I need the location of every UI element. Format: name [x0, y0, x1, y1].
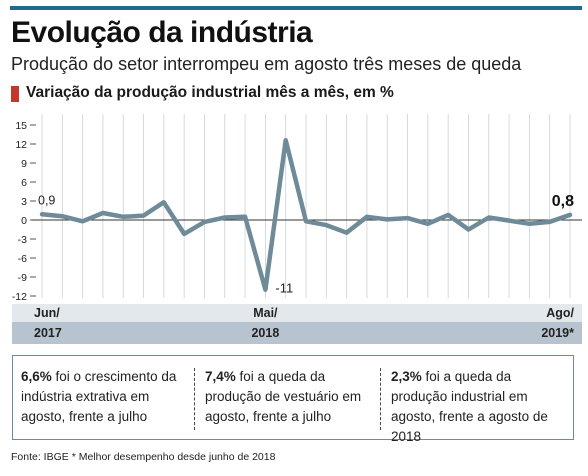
- data-point: [284, 138, 288, 142]
- fact-highlight: 6,6%: [21, 369, 52, 384]
- data-point: [568, 213, 572, 217]
- fact-highlight: 2,3%: [391, 369, 422, 384]
- fact-divider: [380, 368, 381, 430]
- y-tick-label: 9: [21, 158, 27, 170]
- y-tick-label: -9: [18, 272, 27, 284]
- data-point: [223, 215, 227, 220]
- x-tick-year-2019: 2019*: [541, 326, 574, 340]
- y-tick-label: 6: [21, 177, 27, 189]
- data-point: [40, 212, 44, 216]
- facts-box: 6,6% foi o crescimento da indústria extr…: [12, 355, 574, 444]
- data-point: [446, 213, 450, 217]
- page-title: Evolução da indústria: [11, 16, 313, 49]
- data-point: [263, 288, 267, 292]
- data-point: [527, 222, 531, 226]
- chart-title: Variação da produção industrial mês a mê…: [26, 84, 394, 101]
- data-point: [324, 223, 328, 227]
- x-tick-month-jun: Jun/: [34, 306, 60, 320]
- data-point: [182, 232, 186, 236]
- data-point: [141, 213, 146, 218]
- data-point: [405, 216, 410, 220]
- data-point: [426, 222, 430, 226]
- data-point: [507, 219, 511, 223]
- source-note: Fonte: IBGE * Melhor desempenho desde ju…: [11, 451, 276, 463]
- data-point: [121, 215, 125, 219]
- data-point: [60, 214, 64, 218]
- x-axis-month-band: Jun/ Mai/ Ago/: [12, 304, 582, 322]
- top-accent-bar: [10, 6, 582, 10]
- y-tick-label: -3: [18, 234, 27, 246]
- data-point: [162, 200, 166, 204]
- data-point: [81, 219, 85, 223]
- y-tick-label: -6: [18, 253, 27, 265]
- fact-item: 2,3% foi a queda da produção industrial …: [391, 367, 567, 447]
- data-point: [487, 215, 491, 220]
- x-tick-year-2017: 2017: [34, 326, 62, 340]
- fact-text: foi a queda da produção de vestuário em …: [205, 369, 362, 424]
- y-tick-label: 15: [15, 120, 27, 132]
- data-point: [202, 220, 207, 224]
- section-marker: [11, 86, 19, 102]
- x-tick-month-mai: Mai/: [253, 306, 278, 320]
- data-point: [345, 231, 349, 235]
- y-tick-label: -12: [12, 291, 27, 303]
- fact-item: 7,4% foi a queda da produção de vestuári…: [205, 367, 377, 427]
- fact-text: foi a queda da produção industrial em ag…: [391, 369, 548, 444]
- line-chart: 15 12 9 6 3 0 -3 -6 -9 -12 0,9 -11 0,8: [12, 114, 582, 303]
- data-point: [101, 211, 105, 215]
- y-tick-label: 0: [21, 215, 27, 227]
- fact-highlight: 7,4%: [205, 369, 236, 384]
- data-label-ago-2019: 0,8: [552, 193, 574, 210]
- x-axis-year-band: 2017 2018 2019*: [12, 322, 582, 344]
- data-point: [243, 215, 247, 219]
- data-point: [304, 219, 308, 223]
- data-point: [548, 220, 552, 224]
- fact-item: 6,6% foi o crescimento da indústria extr…: [21, 367, 193, 427]
- y-tick-label: 12: [15, 139, 27, 151]
- data-label-jun-2017: 0,9: [38, 193, 55, 207]
- fact-divider: [194, 368, 195, 430]
- page-subtitle: Produção do setor interrompeu em agosto …: [11, 54, 522, 74]
- x-tick-year-2018: 2018: [251, 326, 280, 340]
- x-tick-month-ago: Ago/: [546, 306, 574, 320]
- data-point: [466, 227, 471, 232]
- fact-text: foi o crescimento da indústria extrativa…: [21, 369, 177, 424]
- data-label-mai-2018: -11: [275, 281, 293, 296]
- data-point: [365, 215, 369, 219]
- data-point: [385, 217, 389, 221]
- y-tick-label: 3: [21, 196, 27, 208]
